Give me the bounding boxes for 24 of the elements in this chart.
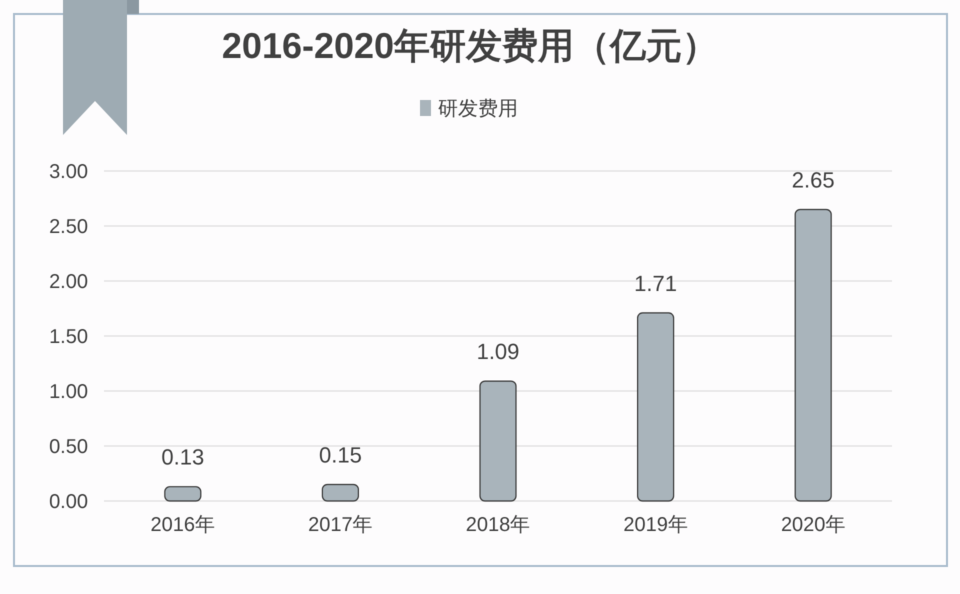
data-label: 1.71 [634,270,678,296]
x-tick-label: 2020年 [780,514,846,536]
x-tick-label: 2018年 [466,514,530,536]
y-tick-label: 2.50 [49,216,88,238]
bar [637,312,674,502]
x-tick-label: 2019年 [623,514,688,536]
x-tick-label: 2017年 [308,514,373,536]
y-tick-label: 0.50 [49,436,88,458]
y-tick-label: 3.00 [49,161,88,183]
y-tick-label: 1.00 [49,381,88,403]
bar [479,380,517,502]
data-label: 1.09 [476,339,520,364]
chart-title: 2016-2020年研发费用（亿元） [222,25,718,66]
bar [164,486,202,502]
data-label: 2.65 [792,168,835,192]
legend-label: 研发费用 [438,98,518,120]
y-tick-label: 2.00 [49,271,88,293]
y-tick-label: 1.50 [49,326,88,348]
x-tick-label: 2016年 [150,514,216,536]
data-label: 0.15 [318,442,362,468]
data-label: 0.13 [161,444,204,470]
bar [794,208,832,502]
y-tick-label: 0.00 [49,491,88,513]
bar [322,484,359,502]
